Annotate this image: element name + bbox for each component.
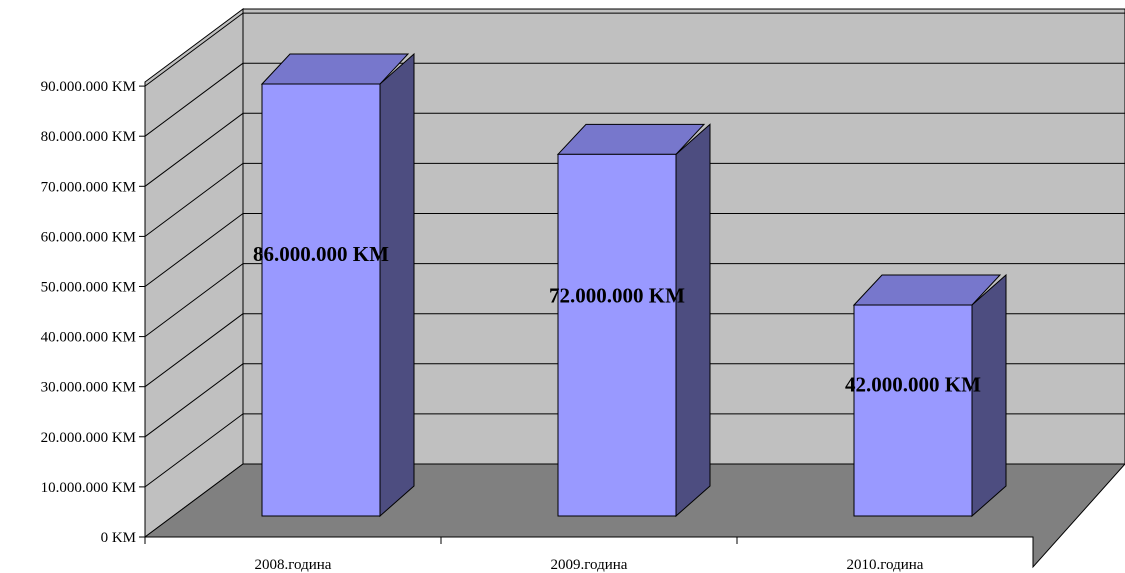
y-tick-label: 30.000.000 KM [41,380,136,396]
gridline-side [144,12,244,87]
bar-2009.година [556,123,711,518]
gridline-side [144,363,244,438]
bar-2010.година [852,273,1007,518]
gridline-side [144,263,244,338]
data-label: 42.000.000 KM [845,373,981,397]
gridline-side [144,162,244,237]
x-tick-label: 2009.година [551,557,628,573]
y-tick-label: 70.000.000 KM [41,179,136,195]
y-tick-label: 40.000.000 KM [41,330,136,346]
data-label: 72.000.000 KM [549,284,685,308]
y-tick-label: 80.000.000 KM [41,129,136,145]
gridline-side [144,413,244,488]
x-tick-label: 2008.година [255,557,332,573]
gridline-side [144,62,244,137]
gridline-side [144,213,244,287]
y-tick-label: 0 KM [101,530,136,546]
bar-2008.година [260,52,415,518]
x-tick-label: 2010.година [847,557,924,573]
side-wall [144,8,244,538]
x-axis: 2008.година 2009.година 2010.година [144,536,1034,573]
y-axis: 0 KM 10.000.000 KM 20.000.000 KM 30.000.000… [41,79,146,546]
data-labels: 86.000.000 KM 72.000.000 KM 42.000.000 KM [253,242,981,396]
gridline-side [144,112,244,187]
bar-front [557,153,677,517]
bar-front [261,83,381,517]
bar-side [675,123,711,518]
bar-side [379,52,415,518]
y-tick-label: 20.000.000 KM [41,430,136,446]
y-tick-label: 90.000.000 KM [41,79,136,95]
y-tick-label: 10.000.000 KM [41,480,136,496]
bar-front [853,304,973,517]
gridline-side [144,313,244,388]
data-label: 86.000.000 KM [253,242,389,266]
bars [260,52,1007,518]
y-tick-label: 60.000.000 KM [41,229,136,245]
y-tick-label: 50.000.000 KM [41,280,136,296]
